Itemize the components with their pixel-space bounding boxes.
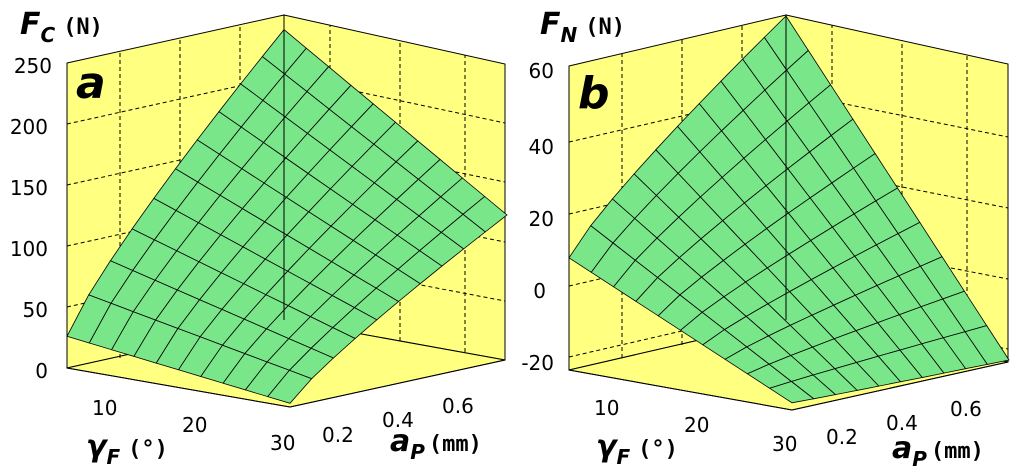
chart-b-x-tick-30: 30 — [772, 432, 797, 456]
chart-a-x-tick-10: 10 — [92, 396, 117, 420]
chart-a-z-tick-250: 250 — [14, 54, 52, 78]
chart-a-z-tick-150: 150 — [10, 176, 48, 200]
chart-a-z-tick-0: 0 — [35, 359, 48, 383]
chart-b-surface — [568, 15, 1010, 404]
chart-a-y-ticks: 0.2 0.4 0.6 — [322, 394, 474, 447]
surface-cell — [768, 381, 815, 404]
chart-b-x-axis-title: γF (°) — [596, 429, 678, 469]
chart-b-y-tick-04: 0.4 — [886, 411, 918, 435]
chart-b-x-tick-10: 10 — [594, 396, 619, 420]
chart-a-y-axis — [289, 359, 506, 408]
chart-a-z-tick-200: 200 — [10, 115, 48, 139]
chart-b-axes — [568, 15, 1009, 411]
chart-a-x-axis-title: γF (°) — [86, 429, 168, 469]
chart-a-svg: 0 50 100 150 200 250 10 20 30 0.2 0.4 0.… — [10, 7, 508, 469]
chart-a-y-tick-04: 0.4 — [382, 408, 414, 432]
chart-a-z-tick-50: 50 — [23, 298, 48, 322]
chart-a-y-tick-06: 0.6 — [442, 394, 474, 418]
chart-a-x-tick-20: 20 — [182, 413, 207, 437]
chart-a-z-ticks: 0 50 100 150 200 250 — [10, 54, 52, 383]
chart-b-z-tick-40: 40 — [529, 135, 554, 159]
chart-b-z-tick-m20: -20 — [521, 351, 554, 375]
chart-b-x-ticks: 10 20 30 — [594, 396, 797, 456]
chart-b-z-tick-60: 60 — [529, 59, 554, 83]
chart-a-x-ticks: 10 20 30 — [92, 396, 295, 455]
chart-b-z-tick-20: 20 — [529, 207, 554, 231]
chart-b-y-axis — [791, 361, 1009, 411]
chart-a-y-tick-02: 0.2 — [322, 423, 354, 447]
chart-a-panel-letter: a — [76, 58, 106, 109]
chart-a-x-tick-30: 30 — [270, 431, 295, 455]
chart-b-x-tick-20: 20 — [684, 413, 709, 437]
chart-b-z-ticks: -20 0 20 40 60 — [521, 59, 554, 375]
chart-b-y-axis-title: aP (mm) — [892, 431, 984, 471]
chart-a-surface — [66, 29, 508, 404]
chart-a-x-axis — [66, 367, 291, 408]
chart-b-y-ticks: 0.2 0.4 0.6 — [826, 397, 982, 449]
chart-b-svg: -20 0 20 40 60 10 20 30 0.2 0.4 0.6 FN (N… — [521, 7, 1010, 471]
surface-cell — [267, 369, 313, 404]
chart-panel-b: -20 0 20 40 60 10 20 30 0.2 0.4 0.6 FN (N… — [510, 0, 1019, 471]
chart-b-y-tick-06: 0.6 — [950, 397, 982, 421]
chart-a-z-tick-100: 100 — [10, 237, 48, 261]
chart-b-z-tick-0: 0 — [533, 279, 546, 303]
chart-b-panel-letter: b — [578, 68, 610, 119]
chart-b-x-axis — [568, 369, 793, 411]
chart-b-y-tick-02: 0.2 — [826, 425, 858, 449]
chart-panel-a: 0 50 100 150 200 250 10 20 30 0.2 0.4 0.… — [10, 7, 508, 469]
chart-a-z-axis-title: FC (N) — [20, 7, 103, 47]
chart-b-z-axis-title: FN (N) — [540, 7, 625, 47]
chart-a-axes — [66, 15, 506, 408]
chart-a-y-axis-title: aP (mm) — [390, 424, 482, 464]
